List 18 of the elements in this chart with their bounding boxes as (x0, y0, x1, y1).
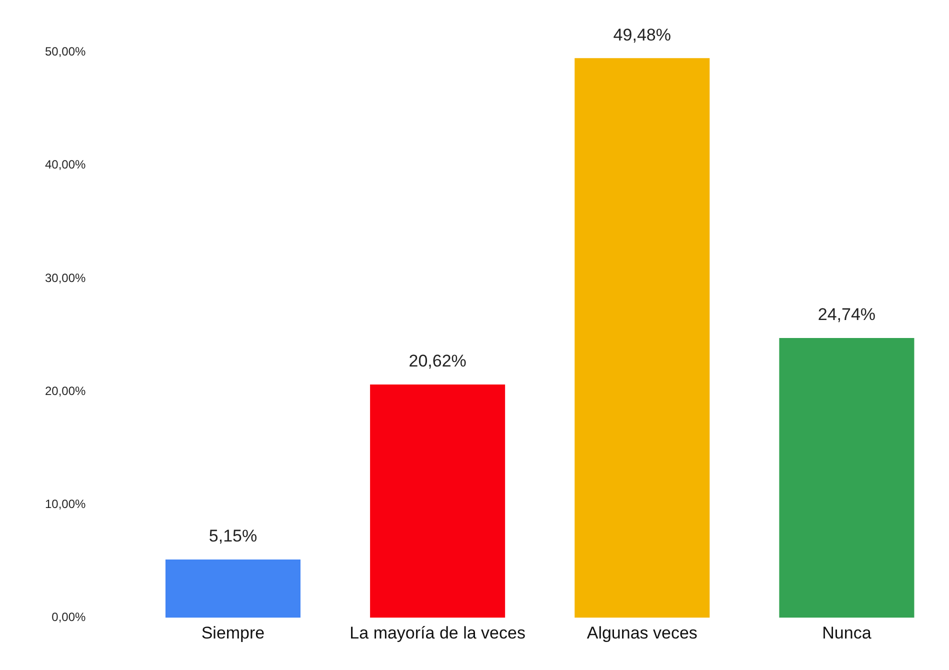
y-tick-label: 0,00% (52, 610, 86, 624)
bar (779, 338, 914, 618)
y-tick-label: 30,00% (44, 270, 86, 285)
bar (165, 560, 300, 618)
y-tick-label: 20,00% (44, 384, 86, 398)
x-tick-label: Siempre (201, 624, 265, 643)
bar (370, 384, 506, 618)
data-label: 20,62% (408, 352, 466, 371)
data-label: 5,15% (208, 526, 258, 546)
x-tick-label: Nunca (822, 624, 872, 643)
data-label: 24,74% (818, 305, 876, 324)
x-tick-label: Algunas veces (586, 624, 698, 643)
bar (574, 58, 710, 618)
x-tick-label: La mayoría de la veces (350, 624, 526, 643)
y-tick-label: 40,00% (44, 158, 86, 172)
data-label: 49,48% (613, 25, 671, 44)
y-tick-label: 50,00% (44, 44, 86, 59)
y-tick-label: 10,00% (44, 496, 86, 511)
